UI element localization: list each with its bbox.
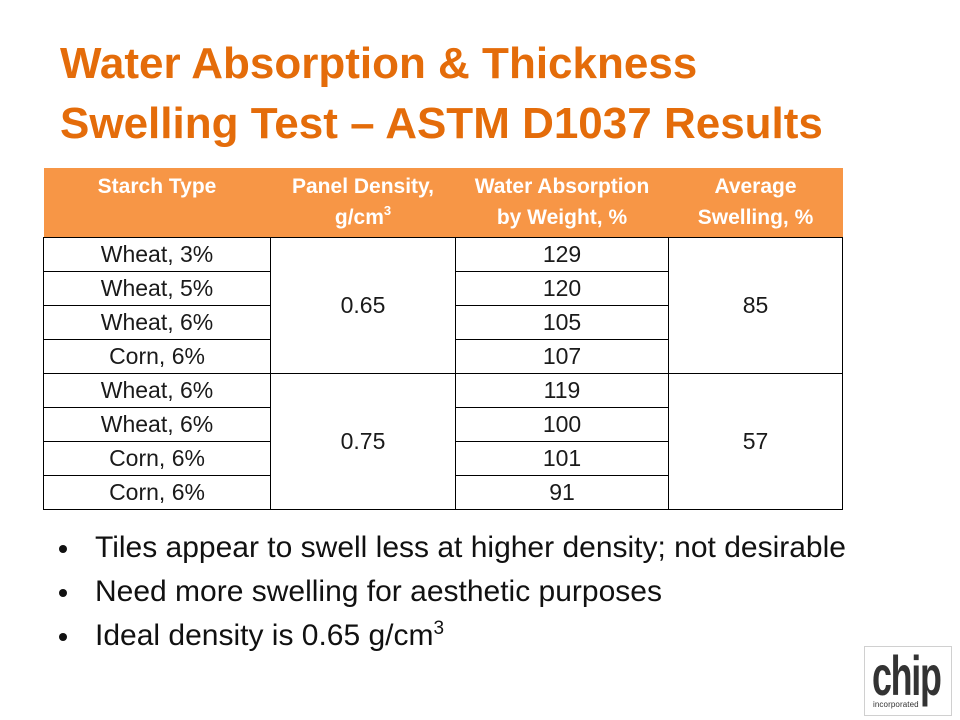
header-label-unit: Swelling, % (697, 206, 814, 229)
table-row: Wheat, 5% 120 (43, 270, 843, 306)
header-label: Starch Type (97, 175, 217, 198)
table-row: Wheat, 6% 0.75 119 57 (43, 372, 843, 510)
water-absorption-cell: 105 (455, 304, 669, 340)
header-label: Panel Density, (292, 175, 434, 198)
water-absorption-cell: 119 (455, 372, 669, 408)
logo-wordmark: chip (872, 646, 942, 707)
table-row: Wheat, 6% 100 (43, 406, 843, 442)
table-row: Corn, 6% 107 (43, 338, 843, 374)
table-header: Starch Type Panel Density, g/cm3 Water Ab… (43, 168, 843, 237)
water-absorption-cell: 129 (455, 236, 669, 272)
starch-type-cell: Wheat, 6% (43, 304, 271, 340)
table-body: Wheat, 3% 0.65 129 85 Wheat, 5% 120 Whea… (43, 236, 843, 510)
header-starch-type: Starch Type (43, 168, 271, 237)
starch-type-cell: Wheat, 5% (43, 270, 271, 306)
results-table: Starch Type Panel Density, g/cm3 Water Ab… (43, 168, 843, 510)
bullet-superscript: 3 (433, 618, 445, 639)
bullet-text: Need more swelling for aesthetic purpose… (95, 575, 662, 608)
table-row: Corn, 6% 91 (43, 474, 843, 510)
water-absorption-cell: 100 (455, 406, 669, 442)
water-absorption-cell: 107 (455, 338, 669, 374)
average-swelling-cell: 57 (668, 372, 843, 510)
bullet-marker (59, 589, 67, 597)
average-swelling-cell: 85 (668, 236, 843, 374)
header-water-absorption: Water Absorption by Weight, % (455, 168, 669, 237)
starch-type-cell: Wheat, 3% (43, 236, 271, 272)
header-average-swelling: Average Swelling, % (668, 168, 843, 237)
header-superscript: 3 (383, 203, 392, 218)
header-label-unit: g/cm (334, 206, 384, 229)
water-absorption-cell: 91 (455, 474, 669, 510)
bullet-item: Ideal density is 0.65 g/cm3 (0, 614, 960, 658)
company-logo: chip incorporated (864, 646, 952, 716)
bullet-item: Need more swelling for aesthetic purpose… (0, 570, 960, 614)
header-row: Starch Type Panel Density, g/cm3 Water Ab… (43, 168, 843, 237)
water-absorption-cell: 120 (455, 270, 669, 306)
panel-density-cell: 0.65 (270, 236, 456, 374)
starch-type-cell: Wheat, 6% (43, 372, 271, 408)
header-label-unit: by Weight, % (496, 206, 628, 229)
bullet-list: Tiles appear to swell less at higher den… (0, 526, 960, 658)
table-row: Wheat, 3% 0.65 129 85 (43, 236, 843, 374)
starch-type-cell: Wheat, 6% (43, 406, 271, 442)
bullet-marker (59, 633, 67, 641)
water-absorption-cell: 101 (455, 440, 669, 476)
starch-type-cell: Corn, 6% (43, 338, 271, 374)
starch-type-cell: Corn, 6% (43, 474, 271, 510)
bullet-text: Ideal density is 0.65 g/cm (95, 619, 434, 652)
slide-title: Water Absorption & Thickness Swelling Te… (60, 39, 823, 148)
table-row: Corn, 6% 101 (43, 440, 843, 476)
logo-tagline: incorporated (873, 700, 919, 709)
bullet-item: Tiles appear to swell less at higher den… (0, 526, 960, 570)
header-label: Average (714, 175, 797, 198)
bullet-text: Tiles appear to swell less at higher den… (95, 531, 846, 564)
starch-type-cell: Corn, 6% (43, 440, 271, 476)
bullet-marker (59, 545, 67, 553)
panel-density-cell: 0.75 (270, 372, 456, 510)
header-panel-density: Panel Density, g/cm3 (270, 168, 456, 237)
header-label: Water Absorption (474, 175, 650, 198)
